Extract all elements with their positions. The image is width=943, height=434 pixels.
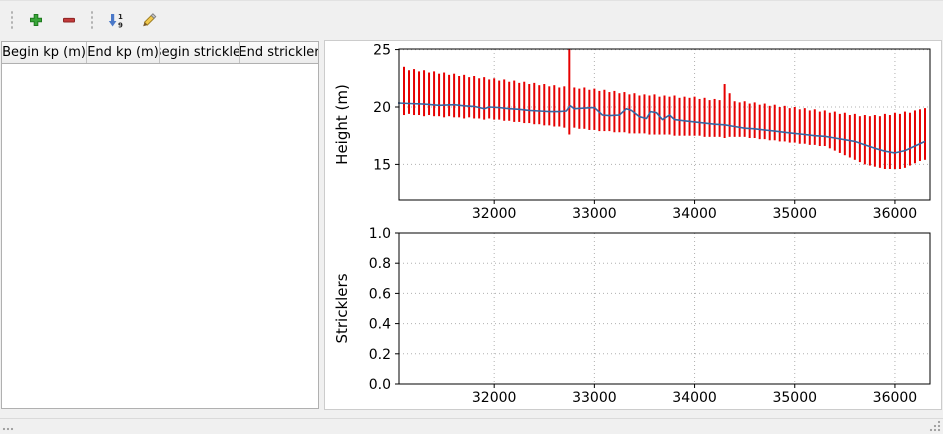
toolbar-separator xyxy=(90,10,94,30)
svg-text:15: 15 xyxy=(373,157,391,173)
status-bar xyxy=(0,418,943,434)
svg-text:33000: 33000 xyxy=(572,390,617,406)
remove-row-button[interactable] xyxy=(55,7,82,34)
svg-text:1.0: 1.0 xyxy=(369,226,391,242)
height-profile-chart: 32000 33000 34000 35000 36000 15 20 25 Height (m… xyxy=(325,41,941,225)
edit-button[interactable] xyxy=(135,7,162,34)
sort-1-9-icon: 1 9 xyxy=(108,13,123,29)
minus-icon xyxy=(62,17,75,23)
col-header-begin-strickler[interactable]: Begin strickler xyxy=(160,42,240,63)
table-body[interactable] xyxy=(2,64,318,408)
resize-grip[interactable] xyxy=(929,420,941,432)
svg-text:9: 9 xyxy=(118,21,123,29)
col-header-end-strickler[interactable]: End strickler xyxy=(240,45,318,60)
strickler-table: Begin kp (m) End kp (m) Begin strickler … xyxy=(1,41,319,409)
svg-text:0.6: 0.6 xyxy=(369,286,391,302)
toolbar-drag-handle[interactable] xyxy=(10,10,14,30)
svg-text:34000: 34000 xyxy=(672,206,717,222)
svg-text:0.2: 0.2 xyxy=(369,347,391,363)
svg-text:0.8: 0.8 xyxy=(369,256,391,272)
svg-text:25: 25 xyxy=(373,43,391,59)
pencil-icon xyxy=(142,13,156,27)
toolbar: 1 9 xyxy=(0,1,943,39)
col-header-begin-kp[interactable]: Begin kp (m) xyxy=(2,42,87,63)
svg-text:1: 1 xyxy=(118,13,123,21)
svg-text:Height (m): Height (m) xyxy=(333,84,351,165)
charts-panel: 32000 33000 34000 35000 36000 15 20 25 Height (m… xyxy=(324,40,942,410)
table-header: Begin kp (m) End kp (m) Begin strickler … xyxy=(2,42,318,64)
plus-icon xyxy=(29,14,42,26)
svg-text:32000: 32000 xyxy=(472,206,517,222)
col-header-end-kp[interactable]: End kp (m) xyxy=(87,42,160,63)
splitter-grip[interactable] xyxy=(2,422,16,432)
svg-text:36000: 36000 xyxy=(873,390,918,406)
svg-text:34000: 34000 xyxy=(672,390,717,406)
svg-text:20: 20 xyxy=(373,100,391,116)
svg-text:32000: 32000 xyxy=(472,390,517,406)
svg-text:35000: 35000 xyxy=(772,390,817,406)
svg-text:33000: 33000 xyxy=(572,206,617,222)
sort-button[interactable]: 1 9 xyxy=(102,7,129,34)
stricklers-chart: 32000 33000 34000 35000 36000 0.0 0.2 0.4 0.6 0.8… xyxy=(325,225,941,409)
add-row-button[interactable] xyxy=(22,7,49,34)
svg-text:Stricklers: Stricklers xyxy=(333,273,351,343)
svg-text:35000: 35000 xyxy=(772,206,817,222)
svg-text:0.0: 0.0 xyxy=(369,377,391,393)
svg-text:36000: 36000 xyxy=(873,206,918,222)
svg-text:0.4: 0.4 xyxy=(369,317,391,333)
